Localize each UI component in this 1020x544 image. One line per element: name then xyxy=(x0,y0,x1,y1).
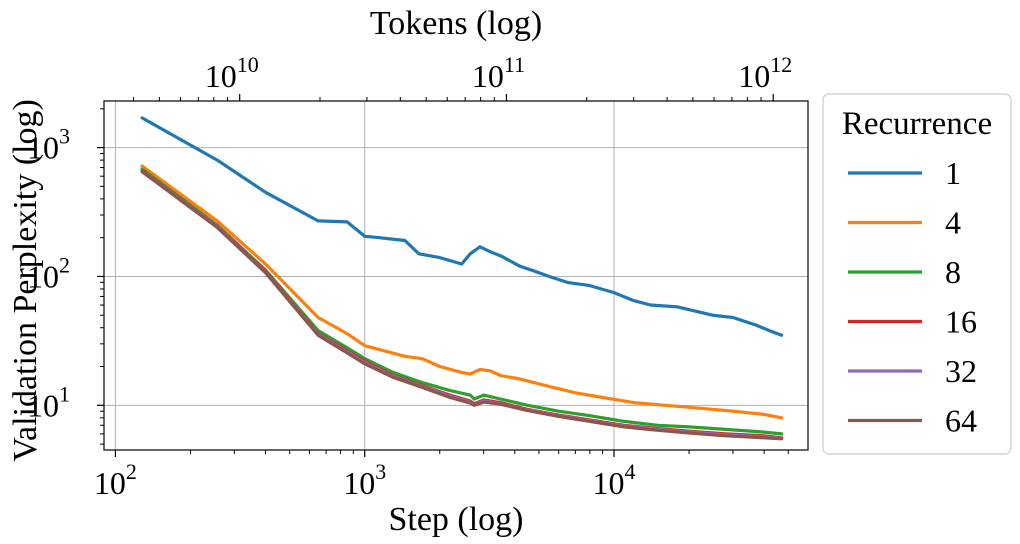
x-tick-label: 102 xyxy=(94,459,137,501)
legend-label: 32 xyxy=(945,353,977,389)
x-tick-label: 104 xyxy=(593,459,636,501)
legend-label: 16 xyxy=(945,304,977,340)
series-line-16 xyxy=(140,169,784,440)
series-lines xyxy=(140,116,784,441)
legend-item: 64 xyxy=(848,403,977,439)
grid xyxy=(104,101,808,450)
legend-items: 1 4 8 16 32 64 xyxy=(848,155,977,439)
legend: Recurrence 1 4 8 16 32 64 xyxy=(822,93,1012,455)
legend-label: 8 xyxy=(945,254,961,290)
series-line-32 xyxy=(140,169,784,440)
legend-label: 1 xyxy=(945,155,961,191)
x-tick-label: 103 xyxy=(343,459,386,501)
legend-item: 16 xyxy=(848,304,977,340)
y-axis-label: Validation Perplexity (log) xyxy=(7,99,44,462)
legend-item: 32 xyxy=(848,353,977,389)
legend-box xyxy=(822,93,1012,455)
legend-title: Recurrence xyxy=(842,106,992,142)
legend-item: 4 xyxy=(848,205,961,241)
y-tick-label: 102 xyxy=(27,252,70,294)
legend-item: 1 xyxy=(848,155,961,191)
x2-tick-label: 1011 xyxy=(472,52,525,94)
series-line-1 xyxy=(140,116,784,337)
top-axis-label: Tokens (log) xyxy=(370,5,542,42)
y-tick-label: 101 xyxy=(27,381,70,423)
series-line-64 xyxy=(140,170,784,441)
legend-label: 64 xyxy=(945,403,977,439)
legend-item: 8 xyxy=(848,254,961,290)
x-axis-label: Step (log) xyxy=(388,501,523,538)
series-line-8 xyxy=(140,167,784,436)
series-line-4 xyxy=(140,164,784,420)
y-tick-label: 103 xyxy=(27,124,70,166)
axis-ticks: 102 103 104 1010 1011 1012 101 102 103 xyxy=(27,52,792,501)
legend-label: 4 xyxy=(945,205,961,241)
x2-tick-label: 1010 xyxy=(205,52,259,94)
plot-frame xyxy=(103,100,809,451)
x2-tick-label: 1012 xyxy=(738,52,792,94)
